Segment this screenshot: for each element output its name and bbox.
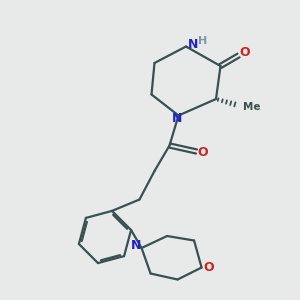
Text: O: O (204, 261, 214, 274)
Text: Me: Me (243, 101, 260, 112)
Text: N: N (131, 239, 141, 252)
Text: O: O (239, 46, 250, 59)
Text: O: O (197, 146, 208, 160)
Text: H: H (198, 35, 207, 46)
Text: N: N (188, 38, 198, 52)
Text: N: N (172, 112, 182, 125)
